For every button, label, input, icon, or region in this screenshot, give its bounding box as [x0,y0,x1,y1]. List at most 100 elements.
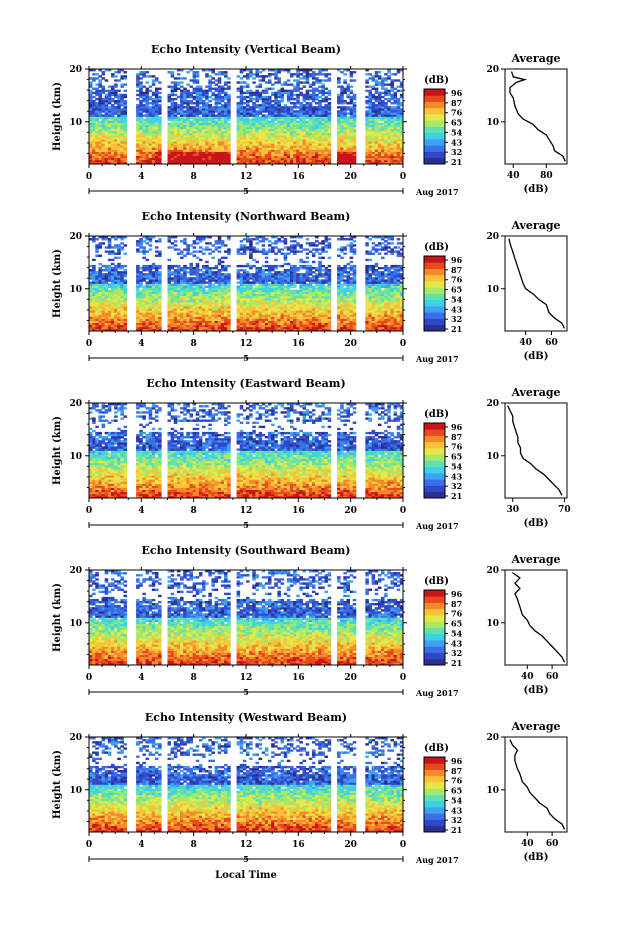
heatmap-cell [158,161,162,165]
heatmap-cell [117,250,121,253]
heatmap-cell [371,87,376,90]
heatmap-cell [205,75,209,78]
heatmap-cell [255,69,259,72]
heatmap-cell [189,139,194,142]
heatmap-cell [98,300,102,303]
heatmap-cell [101,133,106,136]
heatmap-cell [192,102,197,105]
heatmap-cell [311,141,316,144]
heatmap-cell [327,120,332,123]
heatmap-cell [139,153,143,157]
heatmap-cell [208,81,212,84]
heatmap-cell [107,293,112,297]
heatmap-cell [283,149,288,152]
heatmap-cell [271,145,275,148]
heatmap-cell [192,300,197,303]
heatmap-cell [365,106,369,109]
heatmap-cell [98,81,102,84]
heatmap-cell [192,285,197,288]
heatmap-cell [202,137,206,140]
heatmap-cell [220,306,225,309]
heatmap-cell [173,302,178,305]
heatmap-cell [183,91,187,95]
heatmap-cell [92,157,96,161]
heatmap-cell [139,314,143,317]
heatmap-cell [387,99,391,103]
heatmap-cell [390,108,394,111]
heatmap-cell [246,283,250,286]
heatmap-cell [145,250,150,253]
heatmap-cell [390,112,394,115]
heatmap-cell [299,159,303,163]
heatmap-cell [224,279,228,282]
heatmap-cell [277,112,281,115]
heatmap-cell [271,73,275,76]
heatmap-cell [211,77,215,80]
heatmap-cell [337,95,341,99]
heatmap-cell [289,153,294,157]
heatmap-cell [220,99,225,103]
heatmap-cell [92,312,96,315]
heatmap-cell [136,308,140,311]
heatmap-cell [239,97,244,101]
heatmap-cell [211,108,215,111]
heatmap-cell [368,85,372,88]
heatmap-cell [280,133,285,136]
heatmap-cell [89,143,93,146]
heatmap-cell [368,95,372,99]
heatmap-cell [183,254,187,257]
heatmap-cell [267,149,272,152]
heatmap-cell [286,124,291,128]
heatmap-cell [305,145,310,148]
heatmap-cell [277,145,281,148]
heatmap-cell [95,91,99,95]
heatmap-cell [98,291,102,295]
heatmap-cell [337,112,341,115]
heatmap-cell [365,159,369,163]
heatmap-cell [227,304,231,307]
heatmap-cell [293,122,297,126]
heatmap-cell [158,279,162,282]
heatmap-cell [390,128,394,132]
heatmap-cell [139,145,143,148]
heatmap-cell [89,118,93,121]
heatmap-cell [289,91,294,95]
heatmap-cell [154,161,159,165]
heatmap-cell [183,145,187,148]
heatmap-cell [158,104,162,107]
heatmap-cell [101,302,106,305]
heatmap-cell [205,118,209,121]
heatmap-cell [110,124,115,128]
heatmap-cell [302,93,307,97]
heatmap-cell [399,130,404,134]
heatmap-cell [308,116,313,119]
heatmap-cell [340,157,344,161]
heatmap-cell [377,93,382,97]
heatmap-cell [311,149,316,152]
heatmap-cell [202,308,206,311]
heatmap-cell [236,151,241,154]
heatmap-cell [296,147,300,150]
heatmap-cell [261,110,266,113]
heatmap-cell [239,71,244,74]
heatmap-cell [220,145,225,148]
heatmap-cell [139,324,143,328]
heatmap-cell [337,153,341,157]
heatmap-cell [264,147,269,150]
heatmap-cell [255,73,259,76]
heatmap-cell [195,271,200,274]
heatmap-cell [220,85,225,88]
heatmap-cell [195,289,200,293]
heatmap-cell [296,83,300,86]
heatmap-cell [214,73,219,76]
heatmap-cell [381,104,385,107]
heatmap-cell [98,112,102,115]
heatmap-cell [158,147,162,150]
heatmap-cell [92,77,96,80]
heatmap-cell [261,157,266,161]
heatmap-cell [249,99,253,103]
heatmap-cell [167,275,172,278]
heatmap-cell [381,133,385,136]
heatmap-cell [158,254,162,257]
heatmap-cell [286,112,291,115]
